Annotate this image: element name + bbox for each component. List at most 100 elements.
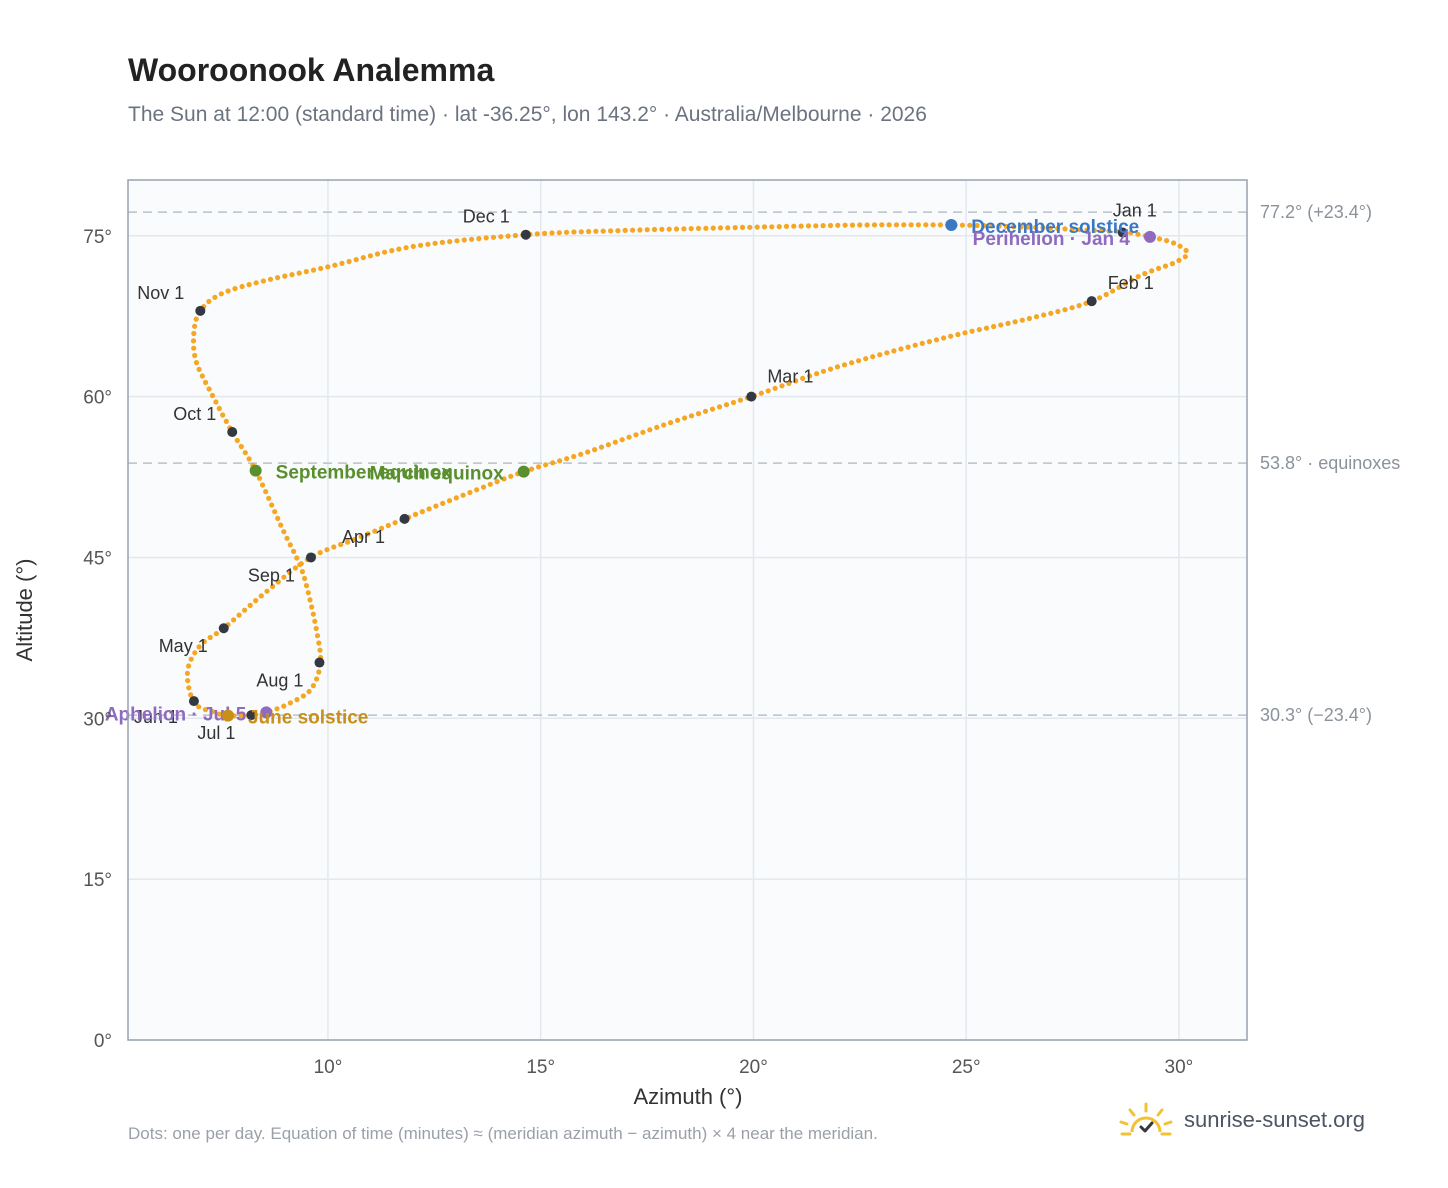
analemma-day-dot	[191, 345, 197, 351]
analemma-day-dot	[879, 222, 885, 228]
analemma-day-dot	[332, 262, 338, 268]
analemma-day-dot	[725, 225, 731, 231]
analemma-day-dot	[258, 593, 264, 599]
x-tick-label: 20°	[739, 1057, 768, 1078]
analemma-day-dot	[1011, 224, 1017, 230]
analemma-curve	[184, 222, 1189, 719]
analemma-day-dot	[392, 520, 398, 526]
analemma-day-dot	[1062, 307, 1068, 313]
analemma-day-dot	[403, 245, 409, 251]
brand-name[interactable]: sunrise-sunset.org	[1184, 1107, 1365, 1132]
analemma-day-dot	[297, 562, 303, 568]
month-marker-label: Feb 1	[1108, 273, 1154, 293]
analemma-day-dot	[216, 405, 222, 412]
analemma-day-dot	[688, 413, 695, 419]
analemma-day-dot	[654, 424, 660, 430]
analemma-day-dot	[791, 223, 797, 229]
brand[interactable]: sunrise-sunset.org	[1118, 1102, 1365, 1138]
analemma-day-dot	[289, 272, 295, 278]
analemma-day-dot	[661, 422, 667, 428]
analemma-day-dot	[637, 227, 643, 233]
analemma-day-dot	[418, 242, 424, 248]
analemma-day-dot	[453, 495, 459, 501]
analemma-day-dot	[316, 640, 322, 646]
analemma-day-dot	[191, 330, 197, 337]
analemma-day-dot	[314, 633, 321, 639]
analemma-day-dot	[508, 473, 514, 479]
analemma-day-dot	[948, 333, 954, 339]
analemma-day-dot	[668, 420, 674, 426]
analemma-day-dot	[1183, 247, 1189, 254]
analemma-day-dot	[192, 352, 198, 359]
analemma-day-dot	[440, 500, 446, 506]
analemma-day-dot	[494, 479, 500, 485]
x-tick-label: 10°	[314, 1057, 343, 1078]
analemma-day-dot	[1106, 228, 1112, 234]
sun-logo-icon	[1119, 1102, 1173, 1136]
analemma-day-dot	[644, 227, 650, 233]
analemma-day-dot	[480, 484, 487, 490]
analemma-day-dot	[919, 340, 925, 346]
analemma-day-dot	[1177, 243, 1183, 249]
analemma-day-dot	[1076, 303, 1082, 309]
analemma-day-dot	[209, 709, 216, 715]
analemma-day-dot	[294, 697, 300, 703]
analemma-day-dot	[310, 267, 317, 273]
analemma-day-dot	[765, 388, 771, 394]
x-tick-label: 30°	[1165, 1057, 1194, 1078]
analemma-day-dot	[856, 358, 862, 364]
analemma-day-dot	[474, 487, 480, 493]
analemma-day-dot	[270, 583, 276, 590]
analemma-day-dot	[275, 275, 281, 281]
analemma-day-dot	[912, 342, 918, 348]
event-marker-dot	[945, 219, 958, 232]
month-marker-label: Jun 1	[134, 707, 178, 727]
analemma-day-dot	[190, 338, 197, 344]
analemma-day-dot	[598, 444, 605, 450]
analemma-day-dot	[196, 704, 202, 710]
analemma-day-dot	[314, 676, 320, 682]
analemma-day-dot	[306, 688, 312, 695]
month-marker-dot	[188, 696, 199, 707]
analemma-day-dot	[1033, 314, 1040, 320]
analemma-day-dot	[313, 625, 319, 632]
month-marker-label: Sep 1	[248, 565, 295, 585]
analemma-day-dot	[351, 536, 358, 543]
analemma-day-dot	[800, 375, 806, 381]
analemma-day-dot	[1169, 261, 1175, 267]
analemma-day-dot	[923, 222, 929, 228]
analemma-day-dot	[412, 511, 419, 517]
analemma-day-dot	[238, 713, 244, 719]
analemma-day-dot	[275, 579, 281, 585]
month-marker-dot	[195, 305, 206, 316]
analemma-day-dot	[930, 222, 936, 228]
analemma-day-dot	[723, 402, 730, 408]
analemma-day-dot	[1005, 320, 1011, 326]
analemma-day-dot	[1149, 268, 1155, 274]
analemma-day-dot	[256, 475, 263, 481]
event-marker-label: December solstice	[971, 217, 1139, 238]
analemma-day-dot	[630, 227, 636, 233]
analemma-day-dot	[193, 316, 199, 322]
analemma-day-dot	[260, 278, 266, 284]
y-tick-label: 45°	[83, 548, 112, 569]
analemma-day-dot	[813, 223, 819, 229]
analemma-day-dot	[571, 453, 577, 460]
analemma-day-dot	[419, 509, 425, 515]
analemma-day-dot	[529, 466, 535, 472]
analemma-day-dot	[201, 639, 207, 645]
analemma-day-dot	[185, 678, 191, 684]
analemma-day-dot	[216, 711, 222, 717]
analemma-day-dot	[1047, 225, 1053, 231]
analemma-day-dot	[564, 229, 570, 235]
analemma-day-dot	[820, 368, 827, 374]
analemma-day-dot	[891, 348, 897, 354]
analemma-day-dot	[863, 356, 869, 362]
analemma-day-dot	[202, 707, 209, 713]
analemma-day-dot	[633, 432, 639, 438]
analemma-day-dot	[281, 529, 287, 535]
analemma-day-dot	[536, 464, 542, 470]
analemma-day-dot	[374, 251, 381, 257]
analemma-day-dot	[209, 392, 216, 399]
analemma-day-dot	[505, 233, 511, 239]
